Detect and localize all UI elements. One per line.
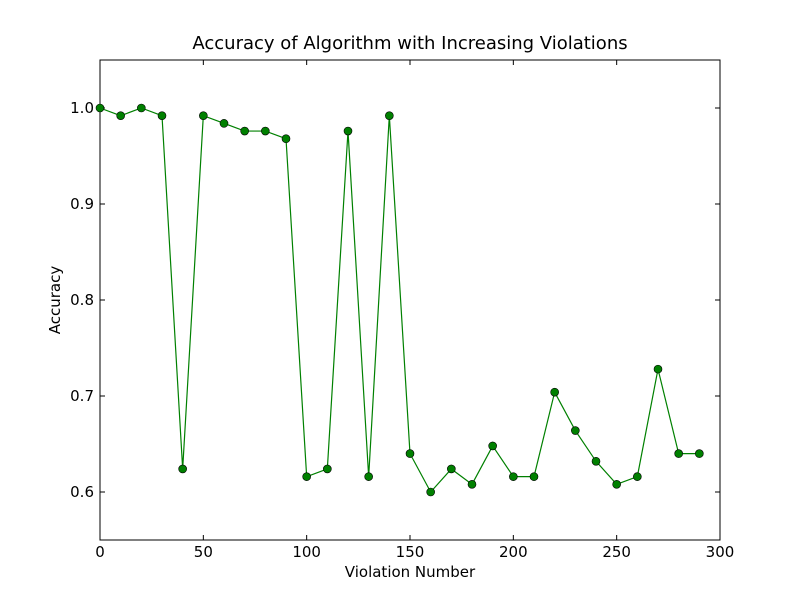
- series-line: [99, 107, 700, 494]
- y-tick-label: 0.8: [70, 291, 94, 309]
- x-tick-label: 250: [602, 543, 631, 561]
- data-point: [633, 472, 642, 481]
- data-point: [591, 456, 601, 466]
- data-point: [116, 111, 125, 120]
- data-point: [178, 464, 187, 474]
- data-point: [240, 126, 249, 136]
- x-tick-label: 100: [292, 543, 321, 561]
- data-point: [550, 387, 559, 397]
- x-axis-label: Violation Number: [345, 563, 476, 581]
- data-point: [281, 134, 291, 144]
- data-point: [674, 449, 683, 458]
- data-point: [219, 119, 229, 128]
- data-point: [612, 480, 621, 489]
- data-point: [199, 111, 208, 120]
- data-point: [385, 111, 394, 120]
- x-tick-label: 50: [194, 543, 213, 561]
- data-point: [529, 472, 539, 481]
- data-point: [426, 487, 435, 497]
- data-point: [405, 449, 415, 458]
- y-tick-label: 0.6: [70, 483, 94, 501]
- y-tick-label: 0.7: [70, 387, 94, 405]
- data-point: [157, 111, 167, 120]
- x-tick-label: 150: [396, 543, 425, 561]
- x-tick-label: 0: [95, 543, 105, 561]
- data-point: [364, 472, 373, 481]
- data-point: [447, 464, 456, 474]
- data-point: [343, 126, 353, 136]
- y-tick-label: 0.9: [70, 195, 94, 213]
- data-point: [467, 480, 477, 489]
- data-point: [509, 472, 518, 481]
- y-axis-label: Accuracy: [46, 266, 64, 335]
- data-point: [323, 464, 332, 474]
- data-point: [571, 426, 580, 435]
- x-tick-label: 200: [499, 543, 528, 561]
- y-tick-label: 1.0: [70, 99, 94, 117]
- data-point: [302, 472, 311, 481]
- data-point: [137, 103, 146, 113]
- x-tick-label: 300: [706, 543, 735, 561]
- data-point: [653, 364, 663, 374]
- chart-title: Accuracy of Algorithm with Increasing Vi…: [192, 33, 627, 54]
- data-point: [95, 103, 105, 113]
- data-point: [488, 441, 497, 451]
- data-point: [695, 449, 704, 458]
- data-point: [261, 126, 270, 136]
